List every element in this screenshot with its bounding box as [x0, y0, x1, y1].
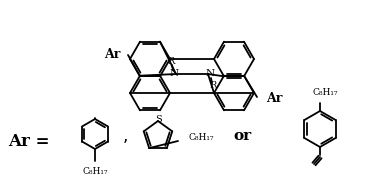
Text: ,: ,	[122, 127, 128, 145]
Text: N: N	[205, 68, 215, 77]
Text: Ar: Ar	[104, 47, 120, 61]
Text: C₈H₁₇: C₈H₁₇	[312, 88, 338, 97]
Text: Ar: Ar	[266, 91, 282, 105]
Text: S: S	[155, 114, 161, 123]
Text: C₈H₁₇: C₈H₁₇	[188, 134, 214, 142]
Text: Ar =: Ar =	[8, 134, 50, 151]
Text: N: N	[169, 68, 178, 77]
Text: C₈H₁₇: C₈H₁₇	[82, 167, 108, 176]
Text: R: R	[167, 57, 175, 66]
Text: or: or	[233, 129, 251, 143]
Text: R: R	[209, 82, 217, 91]
